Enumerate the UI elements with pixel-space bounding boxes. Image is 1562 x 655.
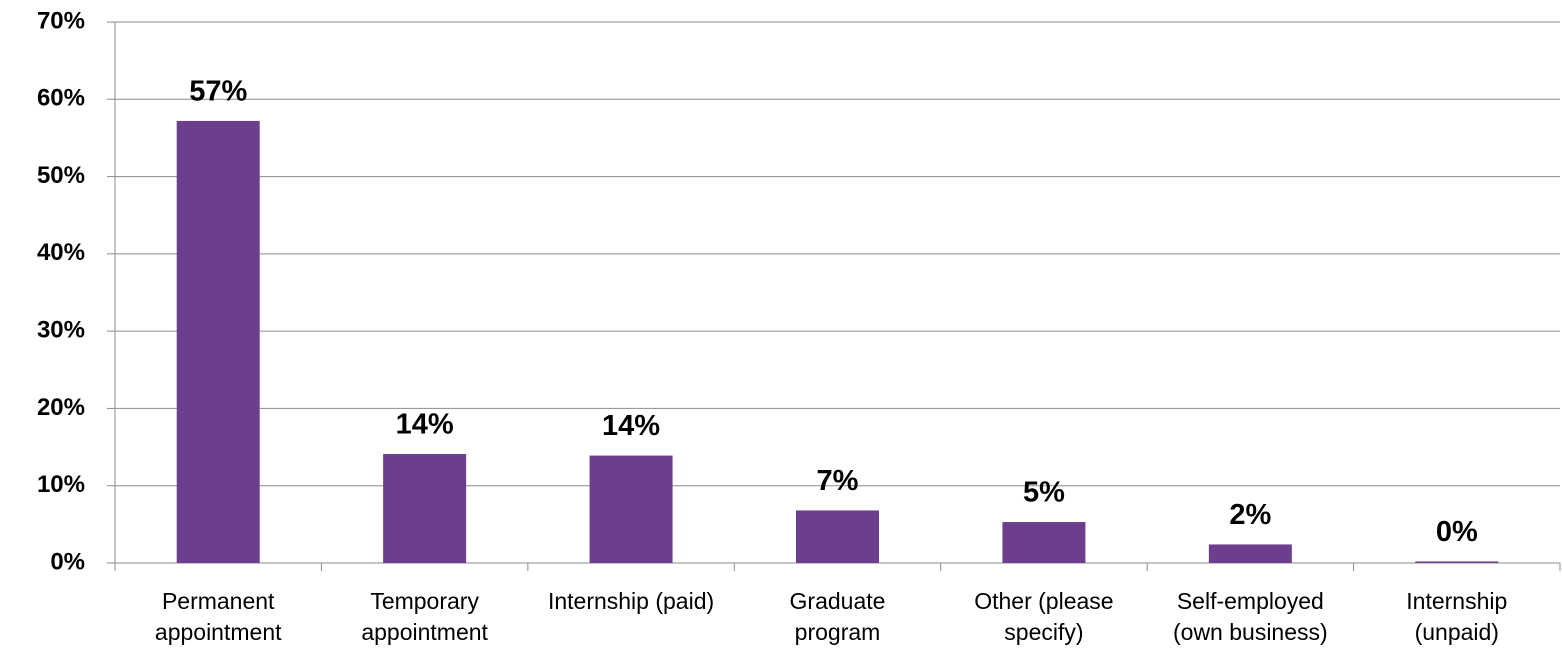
bar	[1208, 544, 1292, 563]
data-label: 57%	[189, 76, 247, 108]
data-label: 2%	[1229, 499, 1271, 531]
x-tick-label: Internship (unpaid)	[1406, 588, 1508, 645]
data-label: 0%	[1436, 516, 1478, 548]
y-tick-label: 40%	[37, 239, 85, 266]
data-label: 14%	[602, 410, 660, 442]
bar	[1002, 522, 1086, 563]
y-tick-label: 70%	[37, 7, 85, 34]
bar	[1415, 561, 1499, 563]
y-tick-label: 10%	[37, 471, 85, 498]
bar	[589, 455, 673, 563]
x-tick-label: Self-employed (own business)	[1173, 588, 1328, 645]
y-tick-label: 0%	[50, 548, 85, 575]
data-label: 14%	[396, 409, 454, 441]
y-tick-label: 30%	[37, 316, 85, 343]
data-label: 5%	[1023, 477, 1065, 509]
bar	[176, 120, 260, 563]
x-tick-label: Other (please specify)	[974, 588, 1114, 645]
x-tick-label: Graduate program	[789, 588, 886, 645]
y-tick-label: 20%	[37, 394, 85, 421]
data-label: 7%	[817, 465, 859, 497]
y-tick-label: 60%	[37, 85, 85, 112]
x-tick-label: Permanent appointment	[154, 588, 282, 645]
x-tick-label: Internship (paid)	[547, 588, 715, 614]
bar	[383, 454, 467, 563]
bar	[796, 510, 879, 563]
y-tick-label: 50%	[37, 162, 85, 189]
x-tick-label: Temporary appointment	[361, 588, 488, 645]
